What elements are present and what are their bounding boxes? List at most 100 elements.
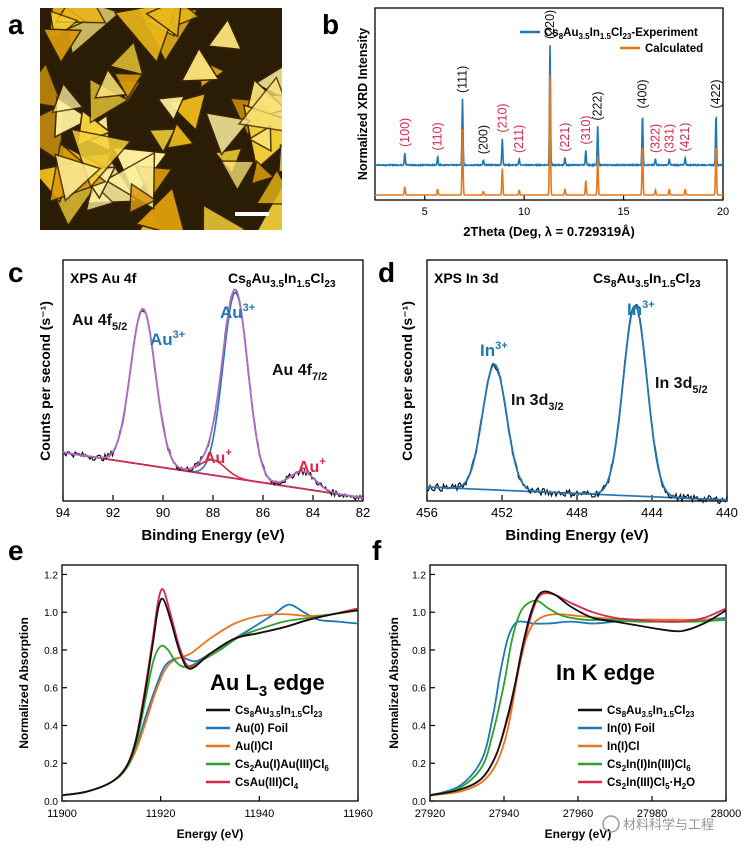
xanes-x-tick-label: 27920 — [415, 808, 446, 820]
xps-in-x-ticks: 456 452 448 444 440 — [416, 495, 738, 520]
crystal-shape — [128, 182, 157, 215]
xrd-peak-label: (111) — [456, 66, 470, 93]
crystal-shape — [53, 153, 102, 202]
xanes-y-tick-label: 0.8 — [412, 646, 426, 657]
xrd-legend: Cs8Au3.5In1.5Cl23-Experiment Calculated — [520, 27, 703, 55]
xps-tick-label: 456 — [416, 505, 438, 520]
panel-b-xrd-chart: Normalized XRD Intensity 2Theta (Deg, λ … — [356, 7, 729, 239]
xanes-x-tick-label: 11940 — [244, 808, 274, 820]
crystal-shape — [145, 8, 182, 38]
xrd-peak-label: (221) — [558, 123, 572, 152]
xps-tick-label: 86 — [256, 505, 270, 520]
legend-e-2: Au(I)Cl — [235, 741, 273, 753]
xps-au-compound: Cs8Au3.5In1.5Cl23 — [228, 270, 336, 290]
xanes-x-tick-label: 11900 — [47, 808, 77, 820]
xps-in-title: XPS In 3d — [434, 270, 499, 286]
xanes-x-tick-label: 27940 — [489, 808, 520, 820]
watermark-text: 材料科学与工程 — [623, 817, 714, 832]
xps-tick-label: 92 — [106, 505, 120, 520]
annotation-au4f72: Au 4f7/2 — [272, 362, 327, 383]
crystal-shape — [255, 168, 282, 205]
in-xanes-x-axis-label: Energy (eV) — [545, 827, 612, 841]
xanes-y-tick-label: 0.2 — [44, 759, 58, 770]
xps-au-y-axis-label: Counts per second (s⁻¹) — [37, 301, 53, 461]
xps-tick-label: 94 — [56, 505, 70, 520]
xrd-y-axis-label: Normalized XRD Intensity — [356, 28, 370, 180]
in-xanes-ticks: 27920 27940 27960 27980 28000 0.0 0.2 0.4 0.6 0.8… — [412, 570, 741, 820]
xrd-peak-label: (421) — [678, 123, 692, 152]
xps-tick-label: 452 — [491, 505, 513, 520]
xanes-y-tick-label: 0.6 — [44, 684, 58, 695]
xrd-x-axis-label: 2Theta (Deg, λ = 0.729319Å) — [463, 224, 635, 239]
xrd-plot-frame — [374, 7, 724, 201]
xps-tick-label: 82 — [356, 505, 370, 520]
legend-e-1: Au(0) Foil — [235, 723, 288, 735]
legend-f-4: Cs2In(III)Cl5·H2O — [607, 777, 695, 791]
panel-a-micrograph — [40, 8, 282, 230]
xps-au-title: XPS Au 4f — [70, 270, 137, 286]
panel-d-xps-in-chart: Counts per second (s⁻¹) Binding Energy (… — [399, 259, 738, 544]
xanes-y-tick-label: 1.0 — [44, 608, 58, 619]
xanes-x-tick-label: 27960 — [563, 808, 594, 820]
xanes-y-tick-label: 0.0 — [44, 797, 58, 808]
xps-au-x-axis-label: Binding Energy (eV) — [141, 527, 284, 544]
xanes-y-tick-label: 1.2 — [44, 570, 58, 581]
annotation-in3-left: In3+ — [480, 340, 508, 360]
xrd-calculated-line — [375, 74, 723, 196]
xanes-series-line — [429, 590, 727, 797]
crystal-shape — [247, 124, 272, 153]
annotation-au3-right: Au3+ — [220, 302, 255, 322]
legend-f-0: Cs8Au3.5In1.5Cl23 — [607, 705, 695, 719]
xrd-peak-label: (100) — [398, 118, 412, 147]
xanes-x-tick-label: 27980 — [637, 808, 668, 820]
legend-f-1: In(0) Foil — [607, 723, 655, 735]
xps-in-curves — [426, 303, 728, 505]
annotation-au4f52: Au 4f5/2 — [72, 312, 127, 333]
xps-raw-data-line — [426, 303, 728, 505]
xanes-series-line — [61, 597, 359, 797]
annotation-in3-right: In3+ — [627, 299, 655, 319]
legend-e-3: Cs2Au(I)Au(III)Cl6 — [235, 759, 329, 773]
au-xanes-curves — [61, 588, 359, 797]
wechat-icon — [602, 815, 620, 833]
xrd-tick-label: 5 — [422, 206, 428, 218]
crystal-shape — [219, 160, 256, 192]
xanes-y-tick-label: 1.0 — [412, 608, 426, 619]
xanes-y-tick-label: 0.4 — [44, 721, 58, 732]
au-xanes-legend: Cs8Au3.5In1.5Cl23 Au(0) Foil Au(I)Cl Cs2… — [206, 705, 329, 791]
watermark: 材料科学与工程 — [602, 815, 714, 833]
crystal-shape — [94, 67, 128, 99]
xrd-tick-label: 15 — [617, 206, 629, 218]
crystal-shape — [250, 159, 276, 185]
crystal-shape — [156, 95, 186, 122]
xrd-peak-label: (331) — [662, 124, 676, 153]
xrd-peak-label: (210) — [495, 103, 509, 132]
xanes-y-tick-label: 1.2 — [412, 570, 426, 581]
xps-au-x-ticks: 94 92 90 88 86 84 82 — [56, 495, 370, 520]
xps-tick-label: 84 — [306, 505, 320, 520]
xrd-peak-label: (310) — [579, 115, 593, 144]
crystal-shape — [180, 46, 221, 82]
panel-label-e: e — [8, 535, 24, 566]
crystal-shape — [113, 72, 144, 100]
annotation-au3-left: Au3+ — [150, 329, 185, 349]
in-xanes-legend: Cs8Au3.5In1.5Cl23 In(0) Foil In(I)Cl Cs2… — [578, 705, 695, 791]
panel-label-d: d — [378, 257, 395, 288]
crystal-shape — [42, 28, 83, 64]
xps-au-curves — [62, 288, 364, 502]
xps-envelope-fit — [62, 288, 364, 499]
crystal-shape — [51, 82, 85, 114]
crystal-shape — [108, 40, 145, 76]
xrd-tick-label: 20 — [717, 206, 729, 218]
legend-e-0: Cs8Au3.5In1.5Cl23 — [235, 705, 323, 719]
crystal-shape — [202, 203, 247, 230]
crystal-shape — [237, 75, 282, 132]
xanes-series-line — [61, 609, 359, 797]
xanes-y-tick-label: 0.2 — [412, 759, 426, 770]
xps-tick-label: 448 — [566, 505, 588, 520]
scale-bar — [235, 212, 269, 216]
xps-in-plot-frame — [426, 259, 728, 502]
in-xanes-curves — [429, 590, 727, 797]
panel-e-au-xanes-chart: Normalized Absorption Energy (eV) 11900 1… — [17, 564, 373, 841]
legend-f-2: In(I)Cl — [607, 741, 640, 753]
